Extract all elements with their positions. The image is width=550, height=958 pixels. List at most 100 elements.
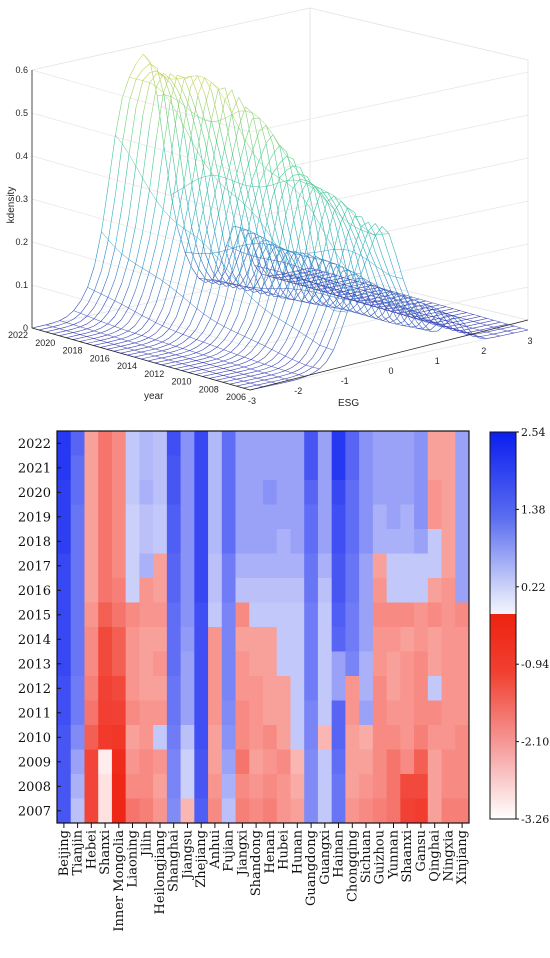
- surface-line-esg: [150, 71, 157, 72]
- heatmap-cell: [318, 603, 332, 628]
- surface-line-year: [230, 377, 237, 379]
- heatmap-cell: [345, 774, 359, 799]
- surface-line-esg: [238, 349, 245, 355]
- heatmap-cell: [126, 652, 140, 677]
- surface-line-esg: [362, 256, 369, 279]
- heatmap-cell: [400, 701, 414, 726]
- heatmap-cell: [181, 480, 195, 505]
- heatmap-cell: [84, 578, 98, 603]
- surface-line-esg: [107, 344, 114, 346]
- heatmap-cell: [373, 701, 387, 726]
- heatmap-province-label: Shandong: [249, 830, 264, 896]
- heatmap-cell: [194, 750, 208, 775]
- heatmap-cell: [277, 652, 291, 677]
- surface-line-esg: [143, 72, 150, 80]
- surface-line-esg: [252, 131, 259, 152]
- surface-line-esg: [264, 379, 271, 381]
- colorbar-tick-label: 0.22: [521, 581, 546, 594]
- heatmap-cell: [290, 725, 304, 750]
- heatmap-cell: [359, 554, 373, 579]
- surface-line-year: [210, 345, 217, 348]
- surface-line-esg: [217, 327, 224, 338]
- surface-line-esg: [114, 346, 121, 348]
- surface-line-year: [231, 330, 238, 333]
- surface-line-esg: [196, 363, 203, 365]
- surface-line-esg: [239, 152, 246, 186]
- heatmap-cell: [428, 480, 442, 505]
- heatmap-cell: [98, 652, 112, 677]
- surface-line-year: [306, 365, 313, 367]
- surface-line-esg: [244, 369, 251, 371]
- surface-line-esg: [245, 119, 252, 141]
- heatmap-cell: [414, 652, 428, 677]
- surface-line-esg: [149, 245, 156, 272]
- heatmap-cell: [153, 578, 167, 603]
- surface-line-year: [217, 359, 224, 361]
- heatmap-cell: [167, 480, 181, 505]
- surface-line-esg: [190, 328, 197, 337]
- surface-line-year: [191, 139, 198, 152]
- surface-line-esg: [327, 311, 334, 329]
- surface-line-year: [265, 346, 272, 349]
- heatmap-cell: [181, 676, 195, 701]
- surface-line-year: [129, 259, 136, 264]
- surface-line-esg: [337, 278, 344, 280]
- heatmap-cell: [263, 652, 277, 677]
- surface-line-esg: [286, 327, 293, 342]
- surface-line-esg: [212, 219, 219, 252]
- heatmap-cell: [359, 505, 373, 530]
- surface-line-year: [480, 316, 487, 318]
- surface-line-esg: [216, 379, 223, 381]
- surface-line-year: [224, 327, 231, 331]
- surface-line-esg: [230, 361, 237, 363]
- surface-line-esg: [244, 340, 251, 349]
- heatmap-cell: [71, 676, 85, 701]
- surface-line-esg: [259, 276, 266, 305]
- colorbar-tick-label: -3.26: [521, 813, 549, 826]
- heatmap-cell: [318, 676, 332, 701]
- surface-line-esg: [196, 350, 203, 353]
- heatmap-cell: [442, 799, 456, 824]
- surface-line-esg: [101, 240, 108, 271]
- surface-line-year: [88, 287, 95, 290]
- surface-line-esg: [265, 360, 272, 364]
- heatmap-cell: [359, 799, 373, 824]
- surface-line-esg: [81, 304, 88, 313]
- surface-line-esg: [378, 293, 385, 295]
- heatmap-cell: [71, 529, 85, 554]
- surface-line-year: [80, 335, 87, 337]
- surface-line-esg: [155, 351, 162, 353]
- heatmap-cell: [249, 701, 263, 726]
- surface-line-esg: [253, 186, 260, 216]
- surface-line-year: [121, 329, 128, 331]
- surface-line-esg: [197, 342, 204, 347]
- surface-line-year: [258, 362, 265, 364]
- surface-line-esg: [150, 73, 157, 82]
- heatmap-cell: [98, 799, 112, 824]
- surface-line-year: [237, 365, 244, 367]
- surface-line-esg: [223, 370, 230, 372]
- surface-line-esg: [108, 279, 115, 297]
- heatmap-cell: [112, 799, 126, 824]
- heatmap-cell: [126, 799, 140, 824]
- heatmap-cell: [194, 456, 208, 481]
- surface-line-year: [272, 315, 279, 319]
- heatmap-cell: [387, 750, 401, 775]
- surface-line-year: [246, 186, 253, 187]
- surface-line-year: [162, 342, 169, 344]
- heatmap-cell: [428, 456, 442, 481]
- surface-line-esg: [327, 192, 334, 203]
- surface-line-esg: [258, 310, 265, 327]
- surface-line-esg: [271, 373, 278, 375]
- surface-line-esg: [100, 342, 107, 344]
- heatmap-cell: [181, 774, 195, 799]
- surface-line-esg: [341, 234, 348, 261]
- heatmap-cell: [442, 456, 456, 481]
- heatmap-cell: [414, 603, 428, 628]
- surface-line-year: [286, 323, 293, 327]
- surface-line-esg: [175, 367, 182, 369]
- surface-line-year: [396, 277, 403, 278]
- heatmap-cell: [359, 480, 373, 505]
- heatmap-cell: [332, 529, 346, 554]
- heatmap-cell: [304, 578, 318, 603]
